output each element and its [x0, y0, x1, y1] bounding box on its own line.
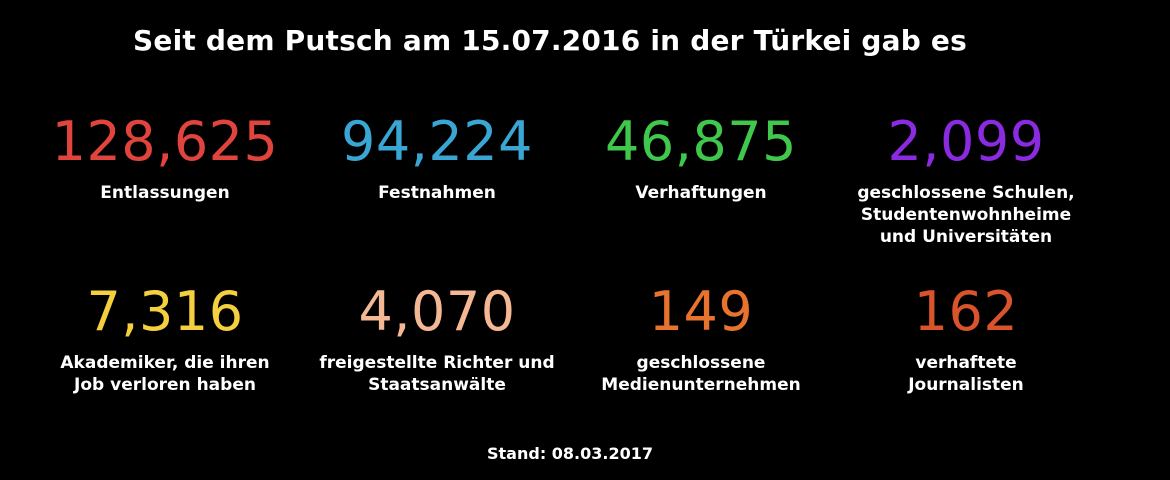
stat-journalisten: 162 verhaftete Journalisten	[836, 282, 1096, 396]
stat-label: Akademiker, die ihren Job verloren haben	[60, 353, 270, 395]
stat-entlassungen: 128,625 Entlassungen	[35, 112, 295, 204]
stat-label: Festnahmen	[378, 183, 496, 203]
stat-value: 162	[913, 280, 1019, 343]
stat-festnahmen: 94,224 Festnahmen	[307, 112, 567, 204]
stat-value: 128,625	[51, 110, 279, 173]
stat-value: 2,099	[887, 110, 1045, 173]
stat-value: 94,224	[341, 110, 533, 173]
stat-geschlossene-schulen: 2,099 geschlossene Schulen, Studentenwoh…	[836, 112, 1096, 248]
page-title: Seit dem Putsch am 15.07.2016 in der Tür…	[133, 24, 967, 57]
stat-label: geschlossene Schulen, Studentenwohnheime…	[857, 183, 1075, 247]
stat-label: freigestellte Richter und Staatsanwälte	[319, 353, 555, 395]
stat-verhaftungen: 46,875 Verhaftungen	[571, 112, 831, 204]
stat-value: 46,875	[605, 110, 797, 173]
stat-label: Entlassungen	[100, 183, 230, 203]
stat-akademiker: 7,316 Akademiker, die ihren Job verloren…	[35, 282, 295, 396]
stat-value: 4,070	[358, 280, 516, 343]
stat-value: 7,316	[86, 280, 244, 343]
stat-richter: 4,070 freigestellte Richter und Staatsan…	[307, 282, 567, 396]
stat-label: geschlossene Medienunternehmen	[601, 353, 801, 395]
stat-label: verhaftete Journalisten	[908, 353, 1024, 395]
footer-date: Stand: 08.03.2017	[487, 444, 653, 463]
stat-medienunternehmen: 149 geschlossene Medienunternehmen	[571, 282, 831, 396]
stat-label: Verhaftungen	[635, 183, 767, 203]
stat-value: 149	[648, 280, 754, 343]
